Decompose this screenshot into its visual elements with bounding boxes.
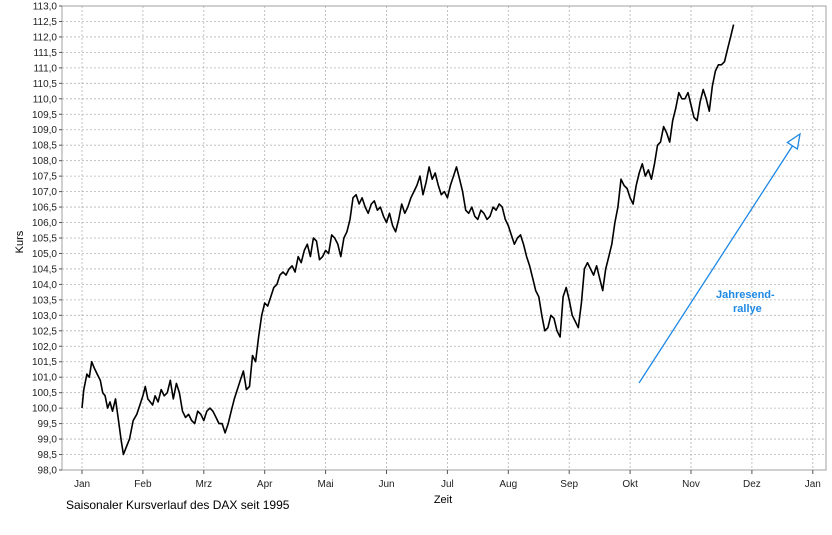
x-tick-label: Feb [134, 479, 152, 490]
y-tick-label: 99,5 [38, 419, 58, 430]
x-tick-label: Okt [622, 479, 638, 490]
y-tick-label: 109,0 [32, 125, 57, 136]
y-tick-label: 102,5 [32, 326, 57, 337]
y-tick-label: 108,5 [32, 141, 57, 152]
x-tick-label: Aug [499, 479, 517, 490]
y-tick-label: 99,0 [38, 435, 58, 446]
y-tick-label: 111,0 [33, 63, 57, 74]
x-tick-label: Jan [805, 479, 821, 490]
x-axis-title: Zeit [434, 494, 452, 506]
y-tick-label: 98,0 [38, 466, 58, 477]
y-tick-label: 101,0 [32, 373, 57, 384]
y-tick-label: 100,0 [32, 404, 57, 415]
x-tick-label: Jun [378, 479, 394, 490]
y-tick-label: 100,5 [32, 388, 57, 399]
y-tick-label: 109,5 [32, 110, 57, 121]
y-axis-title: Kurs [14, 230, 26, 253]
series-line-dax [81, 24, 735, 456]
arrow-head-icon [786, 132, 801, 151]
y-tick-label: 98,5 [38, 450, 58, 461]
y-tick-label: 105,0 [32, 249, 57, 260]
y-tick-label: 103,5 [32, 295, 57, 306]
chart-caption: Saisonaler Kursverlauf des DAX seit 1995 [66, 498, 290, 512]
arrow-line [638, 141, 796, 384]
x-tick-label: Nov [682, 479, 700, 490]
y-tick-label: 108,0 [32, 156, 57, 167]
y-tick-label: 103,0 [32, 311, 57, 322]
annotation-label-line2: rallye [733, 303, 762, 315]
x-tick-label: Mrz [195, 479, 212, 490]
x-tick-label: Jan [74, 479, 90, 490]
x-tick-label: Apr [257, 479, 273, 490]
y-tick-label: 107,5 [32, 172, 57, 183]
annotation-label-line1: Jahresend- [716, 289, 775, 301]
x-tick-label: Sep [560, 479, 578, 490]
y-tick-label: 102,0 [32, 342, 57, 353]
y-tick-label: 110,0 [33, 94, 58, 105]
y-tick-label: 105,5 [32, 234, 57, 245]
y-axis-ticks: 98,0 98,5 99,0 99,5 100,0 100,5 101,0 101,5 102,… [32, 2, 62, 477]
y-tick-label: 110,5 [33, 79, 58, 90]
y-tick-label: 112,0 [33, 32, 58, 43]
x-tick-label: Dez [743, 479, 761, 490]
y-tick-label: 111,5 [33, 48, 57, 59]
y-tick-label: 106,5 [32, 203, 57, 214]
x-tick-label: Jul [441, 479, 454, 490]
y-tick-label: 101,5 [32, 357, 57, 368]
y-tick-label: 107,0 [32, 187, 57, 198]
y-tick-label: 104,0 [32, 280, 57, 291]
y-tick-label: 106,0 [32, 218, 57, 229]
y-tick-label: 104,5 [32, 264, 57, 275]
x-tick-label: Mai [318, 479, 334, 490]
y-tick-label: 112,5 [33, 17, 58, 28]
x-axis-ticks: Jan Feb Mrz Apr Mai Jun Jul Aug Sep Okt Nov Dez Jan [74, 470, 821, 490]
y-tick-label: 113,0 [33, 2, 58, 13]
grid-layer [62, 5, 826, 471]
jahresendrallye-annotation: Jahresend- rallye [638, 132, 801, 384]
